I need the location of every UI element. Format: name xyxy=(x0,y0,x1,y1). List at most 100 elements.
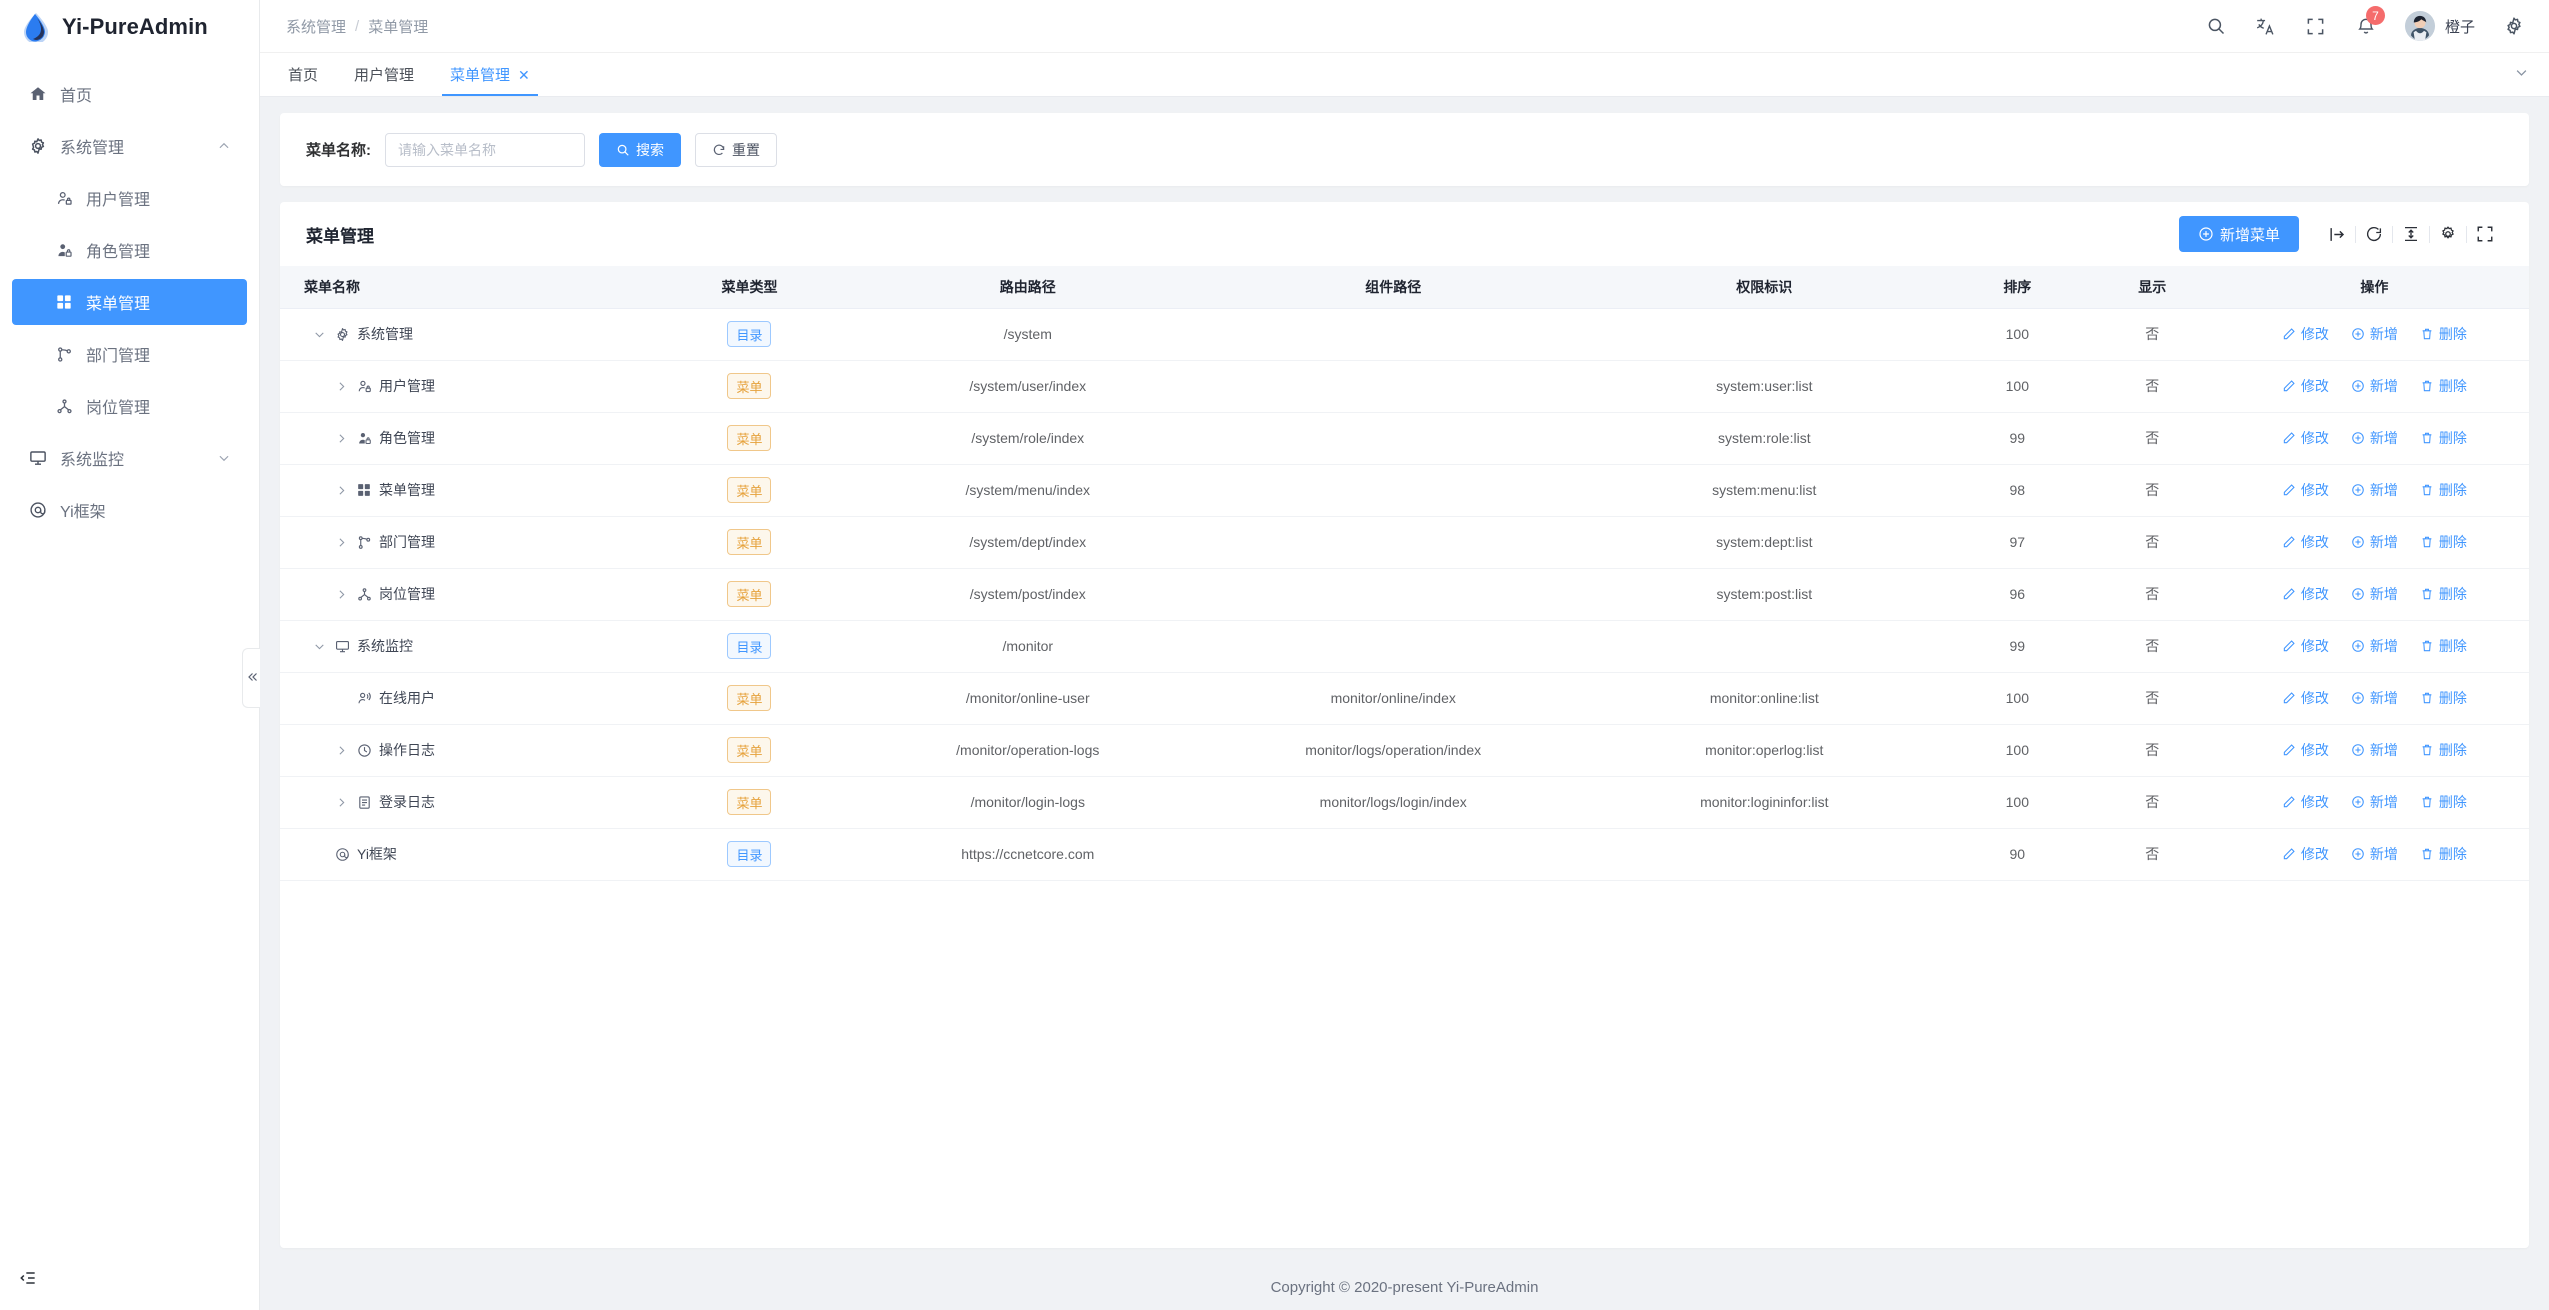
action-add-button[interactable]: 新增 xyxy=(2351,532,2398,552)
table-row[interactable]: 角色管理 菜单/system/role/index system:role:list… xyxy=(280,412,2529,465)
action-add-button[interactable]: 新增 xyxy=(2351,428,2398,448)
table-row[interactable]: 系统管理 目录/system 100 否 修改 新增 删除 xyxy=(280,308,2529,361)
table-row[interactable]: 登录日志 菜单/monitor/login-logs monitor/logs/lo… xyxy=(280,776,2529,829)
table-row[interactable]: 岗位管理 菜单/system/post/index system:post:list… xyxy=(280,568,2529,621)
expand-all-icon[interactable] xyxy=(2319,220,2355,248)
action-add-button[interactable]: 新增 xyxy=(2351,480,2398,500)
tab-menu-management[interactable]: 菜单管理 ✕ xyxy=(432,53,548,96)
topbar-actions: 7 橙子 xyxy=(2205,6,2525,41)
tab-user-management[interactable]: 用户管理 xyxy=(336,53,432,96)
expand-toggle-icon[interactable] xyxy=(311,326,327,342)
action-delete-button[interactable]: 删除 xyxy=(2420,376,2467,396)
action-delete-button[interactable]: 删除 xyxy=(2420,428,2467,448)
action-delete-button[interactable]: 删除 xyxy=(2420,324,2467,344)
close-icon[interactable]: ✕ xyxy=(518,66,530,83)
action-edit-button[interactable]: 修改 xyxy=(2282,688,2329,708)
action-edit-button[interactable]: 修改 xyxy=(2282,428,2329,448)
menu-fold-icon[interactable] xyxy=(18,1268,38,1293)
trash-icon xyxy=(2420,847,2434,861)
fullscreen-icon[interactable] xyxy=(2305,15,2327,37)
sidebar-item-system[interactable]: 系统管理 xyxy=(12,123,247,169)
sidebar-item-post[interactable]: 岗位管理 xyxy=(12,383,247,429)
sidebar-item-menu[interactable]: 菜单管理 xyxy=(12,279,247,325)
action-delete-button[interactable]: 删除 xyxy=(2420,844,2467,864)
water-drop-icon xyxy=(22,12,50,44)
table-row[interactable]: 系统监控 目录/monitor 99 否 修改 新增 删除 xyxy=(280,620,2529,673)
brand-logo[interactable]: Yi-PureAdmin xyxy=(0,0,259,53)
translate-icon[interactable] xyxy=(2255,15,2277,37)
density-icon[interactable] xyxy=(2393,220,2429,248)
action-delete-button[interactable]: 删除 xyxy=(2420,636,2467,656)
cell-sort: 100 xyxy=(1949,308,2085,361)
sidebar-item-yiframework[interactable]: Yi框架 xyxy=(12,487,247,533)
sidebar-item-dept[interactable]: 部门管理 xyxy=(12,331,247,377)
sidebar-item-role[interactable]: 角色管理 xyxy=(12,227,247,273)
expand-toggle-icon[interactable] xyxy=(333,430,349,446)
action-delete-button[interactable]: 删除 xyxy=(2420,688,2467,708)
action-delete-button[interactable]: 删除 xyxy=(2420,740,2467,760)
action-delete-button[interactable]: 删除 xyxy=(2420,792,2467,812)
action-add-button[interactable]: 新增 xyxy=(2351,740,2398,760)
expand-toggle-icon[interactable] xyxy=(311,638,327,654)
action-edit-button[interactable]: 修改 xyxy=(2282,324,2329,344)
action-edit-button[interactable]: 修改 xyxy=(2282,480,2329,500)
table-row[interactable]: 操作日志 菜单/monitor/operation-logs monitor/log… xyxy=(280,724,2529,777)
user-menu[interactable]: 橙子 xyxy=(2404,11,2475,41)
cell-component xyxy=(1207,568,1579,621)
search-button[interactable]: 搜索 xyxy=(599,132,681,167)
sidebar-item-home[interactable]: 首页 xyxy=(12,71,247,117)
tab-home[interactable]: 首页 xyxy=(270,53,336,96)
sidebar-item-monitor[interactable]: 系统监控 xyxy=(12,435,247,481)
expand-toggle-icon[interactable] xyxy=(333,586,349,602)
action-add-button[interactable]: 新增 xyxy=(2351,324,2398,344)
table-row[interactable]: 部门管理 菜单/system/dept/index system:dept:list… xyxy=(280,516,2529,569)
reset-button[interactable]: 重置 xyxy=(695,132,777,167)
gear-icon[interactable] xyxy=(2503,15,2525,37)
action-edit-button[interactable]: 修改 xyxy=(2282,532,2329,552)
expand-toggle-icon[interactable] xyxy=(333,482,349,498)
table-row[interactable]: 在线用户 菜单/monitor/online-user monitor/online… xyxy=(280,672,2529,725)
add-menu-button[interactable]: 新增菜单 xyxy=(2178,216,2299,252)
cell-component xyxy=(1207,308,1579,361)
plus-circle-icon xyxy=(2351,847,2365,861)
tabs-bar: 首页 用户管理 菜单管理 ✕ xyxy=(260,53,2549,97)
action-add-button[interactable]: 新增 xyxy=(2351,844,2398,864)
sidebar-item-user[interactable]: 用户管理 xyxy=(12,175,247,221)
table-row[interactable]: 用户管理 菜单/system/user/index system:user:list… xyxy=(280,360,2529,413)
action-edit-button[interactable]: 修改 xyxy=(2282,376,2329,396)
action-edit-button[interactable]: 修改 xyxy=(2282,584,2329,604)
action-edit-button[interactable]: 修改 xyxy=(2282,740,2329,760)
gear-icon[interactable] xyxy=(2430,220,2466,248)
bell-icon[interactable]: 7 xyxy=(2355,6,2385,37)
action-add-button[interactable]: 新增 xyxy=(2351,792,2398,812)
action-edit-button[interactable]: 修改 xyxy=(2282,844,2329,864)
breadcrumb-parent[interactable]: 系统管理 xyxy=(286,18,347,36)
cell-component xyxy=(1207,516,1579,569)
refresh-icon[interactable] xyxy=(2356,220,2392,248)
sidebar-collapse-toggle[interactable] xyxy=(242,648,260,708)
action-edit-button[interactable]: 修改 xyxy=(2282,792,2329,812)
action-add-button[interactable]: 新增 xyxy=(2351,376,2398,396)
fullscreen-icon[interactable] xyxy=(2467,220,2503,248)
expand-toggle-icon[interactable] xyxy=(333,378,349,394)
expand-toggle-icon[interactable] xyxy=(333,534,349,550)
action-delete-button[interactable]: 删除 xyxy=(2420,480,2467,500)
action-delete-button[interactable]: 删除 xyxy=(2420,532,2467,552)
expand-toggle-icon[interactable] xyxy=(333,794,349,810)
content-area: 菜单名称: 搜索 重置 xyxy=(260,97,2549,1310)
action-edit-button[interactable]: 修改 xyxy=(2282,636,2329,656)
copyright-text: Copyright © 2020-present Yi-PureAdmin xyxy=(1270,1278,1539,1296)
gear-icon xyxy=(334,326,350,342)
menu-name-label: 菜单管理 xyxy=(379,482,435,498)
action-delete-button[interactable]: 删除 xyxy=(2420,584,2467,604)
action-add-button[interactable]: 新增 xyxy=(2351,584,2398,604)
cell-visible: 否 xyxy=(2084,360,2220,413)
search-icon[interactable] xyxy=(2205,15,2227,37)
tabs-dropdown-toggle[interactable] xyxy=(2514,53,2549,96)
table-row[interactable]: Yi框架 目录 https://ccnetcore.com 90 否 修改 新增 删除 xyxy=(280,828,2529,881)
expand-toggle-icon[interactable] xyxy=(333,742,349,758)
action-add-button[interactable]: 新增 xyxy=(2351,688,2398,708)
table-row[interactable]: 菜单管理 菜单/system/menu/index system:menu:list… xyxy=(280,464,2529,517)
action-add-button[interactable]: 新增 xyxy=(2351,636,2398,656)
search-input[interactable] xyxy=(385,132,585,167)
